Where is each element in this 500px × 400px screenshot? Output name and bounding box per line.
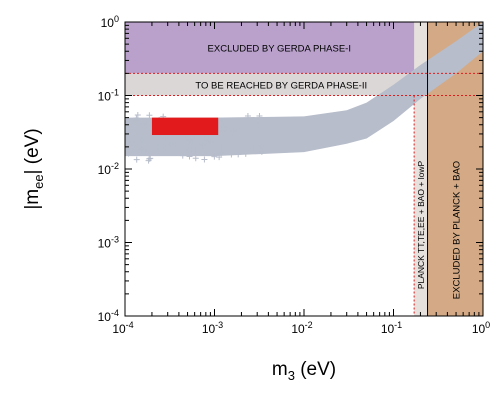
band-marker: [258, 142, 265, 149]
band-marker: [202, 135, 209, 142]
band-marker: [139, 137, 146, 144]
band-marker: [154, 143, 161, 150]
x-tick-label-base: 10: [381, 322, 395, 336]
band-marker: [258, 148, 265, 155]
band-marker: [190, 138, 197, 145]
x-tick-label: 100: [472, 320, 490, 336]
y-tick-label-base: 10: [98, 90, 112, 104]
y-axis-title-post: | (eV): [22, 128, 43, 174]
x-tick-label-base: 10: [472, 322, 486, 336]
band-marker: [250, 145, 257, 152]
band-marker: [254, 118, 261, 125]
y-tick-label-base: 10: [98, 237, 112, 251]
band-marker: [145, 157, 152, 164]
x-tick-label: 10-4: [112, 320, 133, 336]
y-tick-label-exp: 0: [114, 14, 119, 24]
x-tick-label-exp: -2: [305, 320, 313, 330]
y-tick-label: 10-1: [98, 88, 119, 104]
band-marker: [228, 151, 235, 158]
x-tick-label-base: 10: [291, 322, 305, 336]
x-tick-label-exp: 0: [485, 320, 490, 330]
band-marker: [133, 114, 140, 121]
band-marker: [211, 153, 218, 160]
x-tick-label-base: 10: [112, 322, 126, 336]
y-tick-label: 10-3: [98, 235, 119, 251]
band-marker: [162, 135, 169, 142]
band-marker: [139, 121, 146, 128]
band-marker: [201, 156, 208, 163]
y-tick-label: 100: [101, 14, 119, 30]
band-marker: [220, 123, 227, 130]
y-tick-label-exp: -2: [111, 161, 119, 171]
band-marker: [179, 152, 186, 159]
band-marker: [218, 144, 225, 151]
x-axis-title: m3 (eV): [272, 359, 336, 383]
band-marker: [133, 156, 140, 163]
label-gerda-phase-1: EXCLUDED BY GERDA PHASE-I: [208, 44, 351, 55]
region-gerda-phase-2: [125, 73, 428, 96]
band-marker: [143, 122, 150, 129]
y-tick-label: 10-4: [98, 308, 119, 324]
x-tick-label: 10-2: [291, 320, 312, 336]
band-marker: [200, 142, 207, 149]
y-axis-title-pre: |m: [22, 189, 43, 210]
band-marker: [242, 150, 249, 157]
band-marker: [159, 146, 166, 153]
y-axis-title-sub: ee: [31, 174, 46, 188]
band-marker: [146, 112, 153, 119]
label-gerda-phase-2: TO BE REACHED BY GERDA PHASE-II: [195, 80, 367, 91]
plot-frame: [124, 21, 484, 317]
band-marker: [244, 113, 251, 120]
x-tick-label: 10-1: [381, 320, 402, 336]
band-marker: [141, 147, 148, 154]
y-tick-label-exp: -3: [111, 235, 119, 245]
band-marker: [125, 150, 132, 157]
region-gerda-phase-1: [125, 22, 428, 74]
band-marker: [131, 141, 138, 148]
x-tick-label-exp: -3: [215, 320, 223, 330]
band-marker: [152, 139, 159, 146]
band-marker: [189, 146, 196, 153]
band-marker: [186, 137, 193, 144]
x-axis-title-sub: 3: [288, 368, 295, 383]
x-axis-title-main: m: [272, 359, 288, 380]
band-marker: [138, 146, 145, 153]
x-axis-title-unit: (eV): [295, 359, 336, 380]
band-marker: [219, 127, 226, 134]
x-tick-label: 10-3: [202, 320, 223, 336]
label-planck-bao: EXCLUDED BY PLANCK + BAO: [451, 161, 462, 299]
y-tick-label: 10-2: [98, 161, 119, 177]
label-planck-tt-te-ee: PLANCK TT,TE,EE + BAO + lowP: [416, 161, 426, 290]
band-marker: [223, 125, 230, 132]
band-marker: [235, 151, 242, 158]
band-marker: [134, 112, 141, 119]
band-marker: [256, 112, 263, 119]
ticks: [124, 21, 484, 317]
band-marker: [125, 141, 130, 148]
y-tick-label-base: 10: [98, 310, 112, 324]
chart-text: 10-4 10-3 10-2 10-1 10010-410-310-210-1100EX…: [22, 14, 490, 383]
band-marker: [192, 155, 199, 162]
band-marker: [186, 153, 193, 160]
y-tick-label-exp: -1: [111, 88, 119, 98]
y-tick-label-base: 10: [101, 16, 115, 30]
plot-area: [124, 21, 484, 317]
band-marker: [218, 150, 225, 157]
y-tick-label-exp: -4: [111, 308, 119, 318]
highlight-box: [151, 117, 219, 136]
x-tick-label-base: 10: [202, 322, 216, 336]
band-marker: [229, 128, 236, 135]
y-tick-label-base: 10: [98, 163, 112, 177]
band-marker: [125, 122, 130, 129]
x-tick-label-exp: -4: [126, 320, 134, 330]
band-marker: [168, 141, 175, 148]
band-marker: [206, 136, 213, 143]
y-axis-title: |mee| (eV): [22, 128, 46, 209]
x-tick-label-exp: -1: [394, 320, 402, 330]
